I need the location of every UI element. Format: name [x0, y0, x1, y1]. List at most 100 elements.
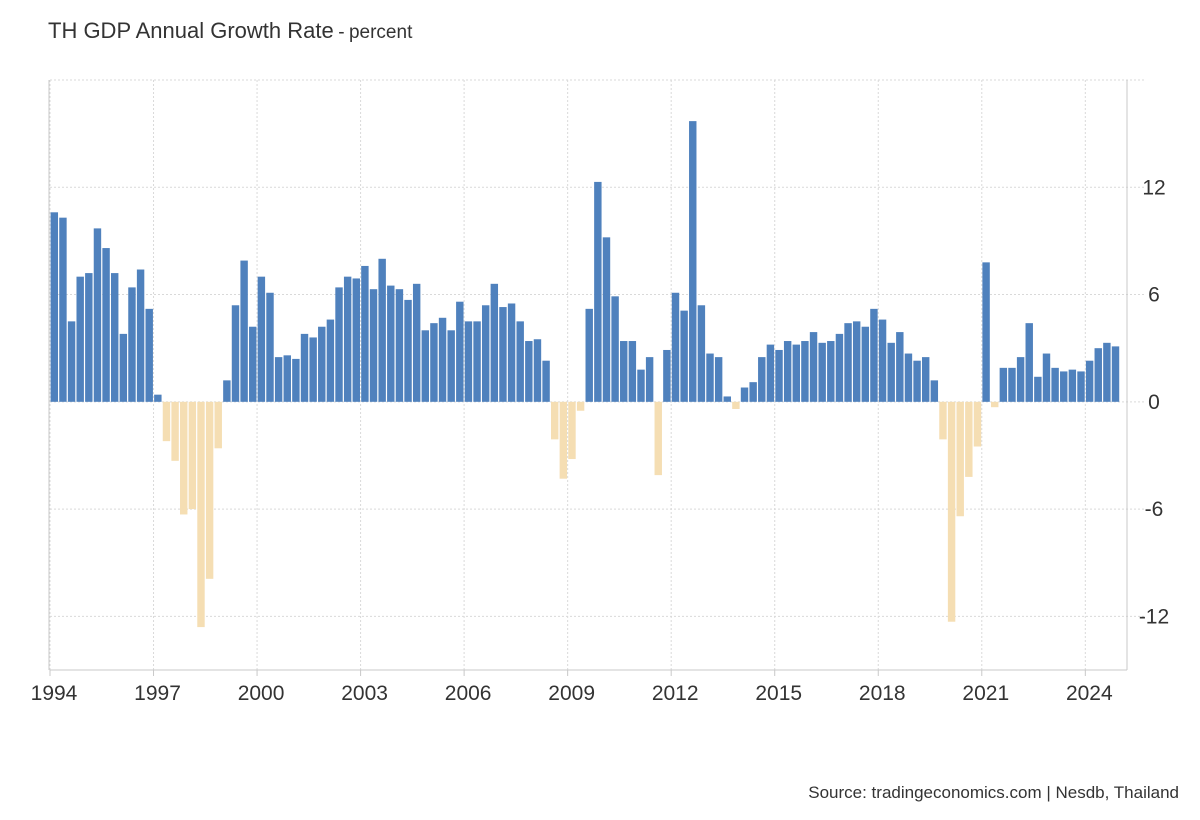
bar[interactable] — [714, 357, 723, 402]
bar[interactable] — [102, 248, 110, 402]
bar[interactable] — [59, 217, 67, 402]
bar[interactable] — [369, 289, 378, 402]
bar[interactable] — [507, 303, 516, 402]
bar[interactable] — [412, 283, 421, 402]
bar[interactable] — [637, 369, 645, 402]
bar[interactable] — [766, 344, 775, 402]
bar[interactable] — [240, 260, 248, 402]
bar[interactable] — [689, 121, 697, 402]
bar[interactable] — [628, 341, 637, 402]
bar[interactable] — [223, 380, 231, 402]
bar[interactable] — [499, 307, 507, 402]
bar[interactable] — [136, 269, 145, 402]
bar[interactable] — [128, 287, 136, 402]
bar[interactable] — [119, 333, 128, 402]
bar[interactable] — [654, 401, 662, 476]
bar[interactable] — [542, 360, 550, 402]
bar[interactable] — [930, 380, 939, 402]
bar[interactable] — [1094, 348, 1102, 402]
bar[interactable] — [283, 355, 291, 402]
bar[interactable] — [318, 326, 326, 402]
bar[interactable] — [205, 401, 214, 579]
bar[interactable] — [645, 357, 654, 402]
bar[interactable] — [231, 305, 240, 402]
bar[interactable] — [145, 308, 153, 402]
bar[interactable] — [559, 401, 568, 479]
bar[interactable] — [1051, 367, 1059, 402]
bar[interactable] — [154, 394, 162, 402]
bar[interactable] — [110, 273, 119, 402]
bar[interactable] — [680, 310, 688, 402]
bar[interactable] — [1008, 367, 1016, 402]
bar[interactable] — [594, 181, 602, 402]
bar[interactable] — [300, 333, 309, 402]
bar[interactable] — [809, 332, 818, 402]
bar[interactable] — [835, 333, 844, 402]
bar[interactable] — [870, 308, 878, 402]
bar[interactable] — [801, 341, 809, 402]
bar[interactable] — [576, 401, 585, 411]
bar[interactable] — [67, 321, 76, 402]
bar[interactable] — [516, 321, 524, 402]
bar[interactable] — [430, 323, 438, 402]
bar[interactable] — [197, 401, 205, 628]
bar[interactable] — [395, 289, 404, 402]
bar[interactable] — [939, 401, 947, 440]
bar[interactable] — [551, 401, 559, 440]
bar[interactable] — [533, 339, 542, 402]
bar[interactable] — [844, 323, 852, 402]
bar[interactable] — [818, 342, 826, 402]
bar[interactable] — [878, 319, 887, 402]
bar[interactable] — [464, 321, 473, 402]
bar[interactable] — [947, 401, 956, 622]
bar[interactable] — [1060, 371, 1068, 402]
bar[interactable] — [378, 258, 386, 402]
bar[interactable] — [602, 237, 611, 402]
bar[interactable] — [783, 341, 792, 402]
bar[interactable] — [1103, 342, 1111, 402]
bar[interactable] — [249, 326, 257, 402]
bar[interactable] — [896, 332, 904, 402]
bar[interactable] — [343, 276, 352, 402]
bar[interactable] — [481, 305, 490, 402]
bar[interactable] — [758, 357, 766, 402]
bar[interactable] — [171, 401, 179, 461]
bar[interactable] — [76, 276, 84, 402]
bar[interactable] — [965, 401, 973, 477]
bar[interactable] — [861, 326, 870, 402]
bar[interactable] — [50, 212, 59, 402]
bar[interactable] — [421, 330, 430, 402]
bar[interactable] — [1034, 376, 1042, 402]
bar[interactable] — [1068, 369, 1077, 402]
bar[interactable] — [525, 341, 533, 402]
bar[interactable] — [697, 305, 706, 402]
bar[interactable] — [904, 353, 913, 402]
bar[interactable] — [1111, 346, 1120, 402]
bar[interactable] — [404, 299, 412, 402]
bar[interactable] — [361, 265, 369, 402]
bar[interactable] — [723, 396, 731, 402]
bar[interactable] — [473, 321, 481, 402]
bar[interactable] — [490, 283, 499, 402]
bar[interactable] — [663, 349, 671, 402]
bar[interactable] — [749, 382, 757, 402]
bar[interactable] — [188, 401, 197, 510]
bar[interactable] — [1025, 323, 1033, 402]
bar[interactable] — [335, 287, 343, 402]
bar[interactable] — [1016, 357, 1025, 402]
bar[interactable] — [1085, 360, 1094, 402]
bar[interactable] — [887, 342, 895, 402]
bar[interactable] — [732, 401, 740, 409]
bar[interactable] — [93, 228, 102, 402]
bar[interactable] — [1077, 371, 1085, 402]
bar[interactable] — [852, 321, 861, 402]
bar[interactable] — [568, 401, 576, 460]
bar[interactable] — [257, 276, 266, 402]
bar[interactable] — [326, 319, 335, 402]
bar[interactable] — [214, 401, 222, 449]
bar[interactable] — [671, 292, 680, 402]
bar[interactable] — [775, 349, 783, 402]
bar[interactable] — [999, 367, 1008, 402]
bar[interactable] — [266, 292, 274, 402]
bar[interactable] — [292, 358, 300, 402]
